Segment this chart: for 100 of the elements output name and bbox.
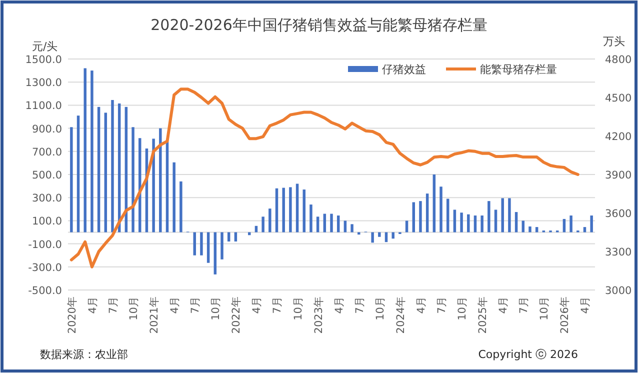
bar <box>180 181 182 232</box>
bar <box>193 232 196 256</box>
text: Copyright ⓒ 2026 <box>478 348 578 361</box>
source-note: 数据来源：农业部 <box>40 348 128 361</box>
x-tick-label: 7月 <box>436 296 448 314</box>
bar <box>166 141 169 232</box>
bar <box>488 201 490 232</box>
bar <box>583 227 586 232</box>
x-tick-label: 2023年 <box>312 296 325 334</box>
line-series <box>70 88 580 268</box>
bar <box>467 214 470 232</box>
x-tick-label: 7月 <box>354 296 366 314</box>
bar <box>405 220 408 232</box>
x-tick-label: 2024年 <box>394 296 407 334</box>
bar <box>152 138 155 232</box>
bar <box>97 106 100 232</box>
y-tick-label: 1100.0 <box>25 100 62 112</box>
y2-tick-label: 3000 <box>605 285 632 297</box>
x-tick-label: 7月 <box>107 296 120 314</box>
x-tick-label: 7月 <box>190 296 202 314</box>
y-axis-title: 元/头 <box>32 40 58 53</box>
bar <box>426 194 429 232</box>
y2-tick-label: 4500 <box>605 92 632 104</box>
bar <box>446 198 450 232</box>
x-tick-label: 10月 <box>456 296 469 320</box>
legend-label: 仔猪效益 <box>382 63 426 76</box>
x-tick-label: 4月 <box>498 296 510 314</box>
y-tick-label: -300.0 <box>28 262 62 274</box>
bar <box>344 220 347 232</box>
bar <box>494 210 498 232</box>
x-tick-label: 7月 <box>272 296 284 314</box>
bar <box>268 208 272 232</box>
y2-tick-label: 4800 <box>605 54 632 66</box>
bar <box>323 214 326 232</box>
bar <box>275 188 278 232</box>
bar <box>528 226 532 232</box>
y-tick-label: 700.0 <box>32 146 62 158</box>
bar <box>392 232 394 239</box>
bar <box>522 220 525 232</box>
x-tick-label: 10月 <box>210 296 222 320</box>
x-tick-label: 2020年 <box>66 296 78 334</box>
x-tick-label: 10月 <box>374 296 386 320</box>
bar <box>371 232 374 243</box>
y-tick-label: -100.0 <box>28 238 62 251</box>
bar <box>316 216 320 232</box>
bar <box>289 187 292 232</box>
y-tick-label: 300.0 <box>32 192 62 205</box>
bar <box>378 232 381 237</box>
y-tick-label: 100.0 <box>32 216 62 228</box>
bar <box>480 216 484 232</box>
x-tick-label: 2021年 <box>148 296 161 334</box>
bar <box>220 232 224 260</box>
bar <box>70 127 73 232</box>
y2-axis-title: 万头 <box>603 35 625 48</box>
x-tick-label: 10月 <box>538 296 551 320</box>
bar <box>310 204 312 232</box>
bar <box>535 227 538 232</box>
bar <box>282 188 285 232</box>
x-tick-label: 2026年 <box>559 296 572 334</box>
bar <box>90 70 94 232</box>
bar <box>570 216 572 232</box>
x-tick-label: 4月 <box>169 296 182 314</box>
bar <box>254 226 258 232</box>
bar <box>474 216 477 232</box>
bar <box>262 216 264 232</box>
y2-tick-label: 4200 <box>605 131 632 143</box>
x-tick-label: 2025年 <box>477 296 490 334</box>
bar <box>104 112 108 232</box>
x-tick-label: 7月 <box>518 296 530 314</box>
x-tick-label: 10月 <box>292 296 304 320</box>
bar <box>508 198 511 232</box>
bar <box>76 116 80 232</box>
bar <box>206 232 210 263</box>
x-tick-label: 4月 <box>86 296 99 314</box>
bar <box>172 162 176 232</box>
y2-tick-label: 3600 <box>605 208 632 220</box>
bar <box>200 232 203 256</box>
x-tick-label: 4月 <box>415 296 428 314</box>
bar <box>419 201 422 232</box>
bar <box>460 212 463 232</box>
x-tick-label: 4月 <box>251 296 264 314</box>
bar <box>84 68 86 232</box>
bar <box>440 186 442 232</box>
y2-tick-label: 3900 <box>605 170 632 182</box>
bar <box>132 127 134 232</box>
y-tick-label: -500.0 <box>28 285 62 297</box>
x-tick-label: 2022年 <box>230 296 243 334</box>
x-tick-label: 4月 <box>333 296 346 314</box>
legend-label: 能繁母猪存栏量 <box>480 63 557 76</box>
bar <box>350 224 354 232</box>
x-tick-label: 4月 <box>580 296 592 314</box>
bar <box>214 232 217 274</box>
bar <box>514 212 518 232</box>
x-tick-label: 10月 <box>128 296 140 320</box>
bar <box>302 190 306 232</box>
y-tick-label: 900.0 <box>32 123 62 136</box>
bar <box>296 184 299 232</box>
y-tick-label: 1500.0 <box>25 54 62 66</box>
bar <box>432 174 436 232</box>
bar <box>562 218 566 232</box>
